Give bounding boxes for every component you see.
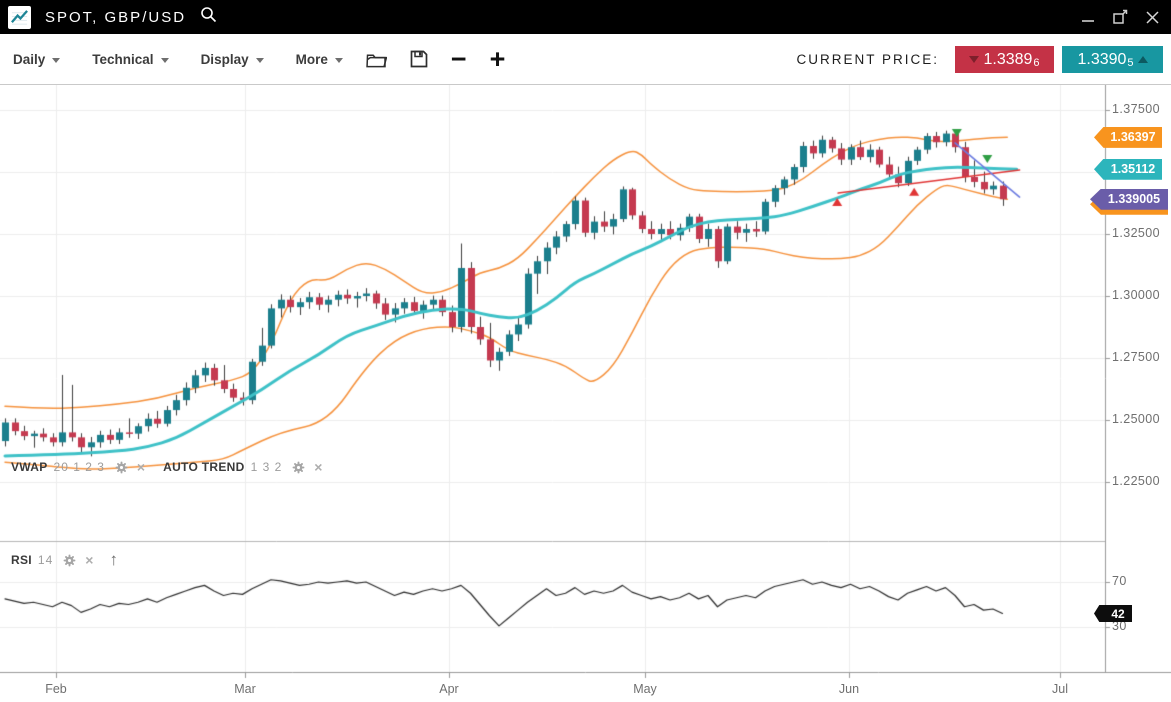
bid-price-badge: 1.3389 6 — [955, 46, 1054, 73]
rsi-remove-icon[interactable]: × — [85, 552, 94, 568]
x-axis-label: Jun — [838, 682, 860, 696]
bid-price-value: 1.3389 — [983, 50, 1033, 68]
current-price-panel: CURRENT PRICE: 1.3389 6 1.3390 5 — [796, 46, 1163, 73]
x-axis-label: May — [633, 682, 657, 696]
chevron-down-icon — [255, 57, 264, 63]
toolbar: Daily Technical Display More — [0, 34, 1171, 85]
x-axis-label: Feb — [45, 682, 67, 696]
open-folder-icon[interactable] — [366, 51, 387, 68]
window-title: SPOT, GBP/USD — [45, 8, 187, 26]
menu-technical-label: Technical — [92, 51, 154, 67]
price-tag-band-upper: 1.36397 — [1094, 126, 1162, 148]
x-axis-label: Jul — [1052, 682, 1068, 696]
price-up-arrow-icon — [1137, 56, 1148, 63]
price-axis-label: 1.30000 — [1112, 288, 1160, 302]
minimize-icon[interactable] — [1079, 8, 1097, 26]
vwap-indicator-label: VWAP — [11, 460, 48, 474]
menu-display[interactable]: Display — [201, 52, 264, 67]
window-controls — [1079, 0, 1161, 34]
autotrend-indicator-params: 1 3 2 — [250, 460, 283, 474]
menu-display-label: Display — [200, 51, 249, 67]
close-icon[interactable] — [1143, 8, 1161, 26]
autotrend-settings-gear-icon[interactable] — [292, 461, 305, 474]
x-axis-label: Mar — [234, 682, 256, 696]
ask-price-value: 1.3390 — [1077, 50, 1127, 68]
rsi-settings-gear-icon[interactable] — [63, 554, 76, 567]
rsi-indicator-row: RSI 14 × ↑ — [11, 550, 118, 569]
overlay-indicator-row: VWAP 20 1 2 3 × AUTO TREND 1 3 2 × — [11, 460, 322, 474]
vwap-remove-icon[interactable]: × — [136, 459, 146, 475]
autotrend-remove-icon[interactable]: × — [314, 459, 323, 475]
zoom-out-button[interactable]: − — [450, 44, 467, 74]
vwap-indicator-params: 20 1 2 3 — [53, 460, 105, 474]
save-icon[interactable] — [410, 50, 428, 68]
ask-price-pip: 5 — [1127, 56, 1134, 69]
bid-price-pip: 6 — [1033, 56, 1040, 69]
menu-timeframe[interactable]: Daily — [13, 51, 61, 67]
search-icon[interactable] — [200, 6, 217, 28]
restore-icon[interactable] — [1111, 8, 1129, 26]
rsi-axis-label: 70 — [1112, 574, 1127, 588]
price-axis-label: 1.27500 — [1112, 350, 1160, 364]
price-tag-last-close: 1.339005 — [1090, 188, 1168, 210]
menu-more-label: More — [295, 51, 328, 67]
ask-price-badge: 1.3390 5 — [1062, 46, 1163, 73]
rsi-axis-label: 30 — [1112, 619, 1127, 633]
price-down-arrow-icon — [969, 56, 980, 63]
rsi-indicator-label: RSI — [11, 553, 32, 567]
price-axis-label: 1.22500 — [1112, 474, 1160, 488]
zoom-in-button[interactable]: + — [489, 44, 506, 74]
title-bar: SPOT, GBP/USD — [0, 0, 1171, 34]
menu-timeframe-label: Daily — [13, 51, 46, 67]
price-axis-label: 1.32500 — [1112, 226, 1160, 240]
x-axis-label: Apr — [439, 682, 459, 696]
menu-more[interactable]: More — [296, 52, 343, 67]
chevron-down-icon — [334, 57, 343, 63]
rsi-move-up-icon[interactable]: ↑ — [109, 550, 118, 569]
app-logo-icon — [8, 5, 31, 29]
menu-technical[interactable]: Technical — [92, 51, 169, 67]
price-axis-label: 1.25000 — [1112, 412, 1160, 426]
rsi-indicator-params: 14 — [37, 553, 54, 567]
price-axis-label: 1.37500 — [1112, 102, 1160, 116]
autotrend-indicator-label: AUTO TREND — [163, 460, 245, 474]
chevron-down-icon — [52, 57, 61, 63]
current-price-label: CURRENT PRICE: — [796, 52, 939, 67]
vwap-settings-gear-icon[interactable] — [115, 461, 128, 474]
chevron-down-icon — [160, 57, 169, 63]
rsi-value-tag: 42 — [1094, 605, 1132, 622]
price-tag-vwap: 1.35112 — [1094, 158, 1162, 180]
